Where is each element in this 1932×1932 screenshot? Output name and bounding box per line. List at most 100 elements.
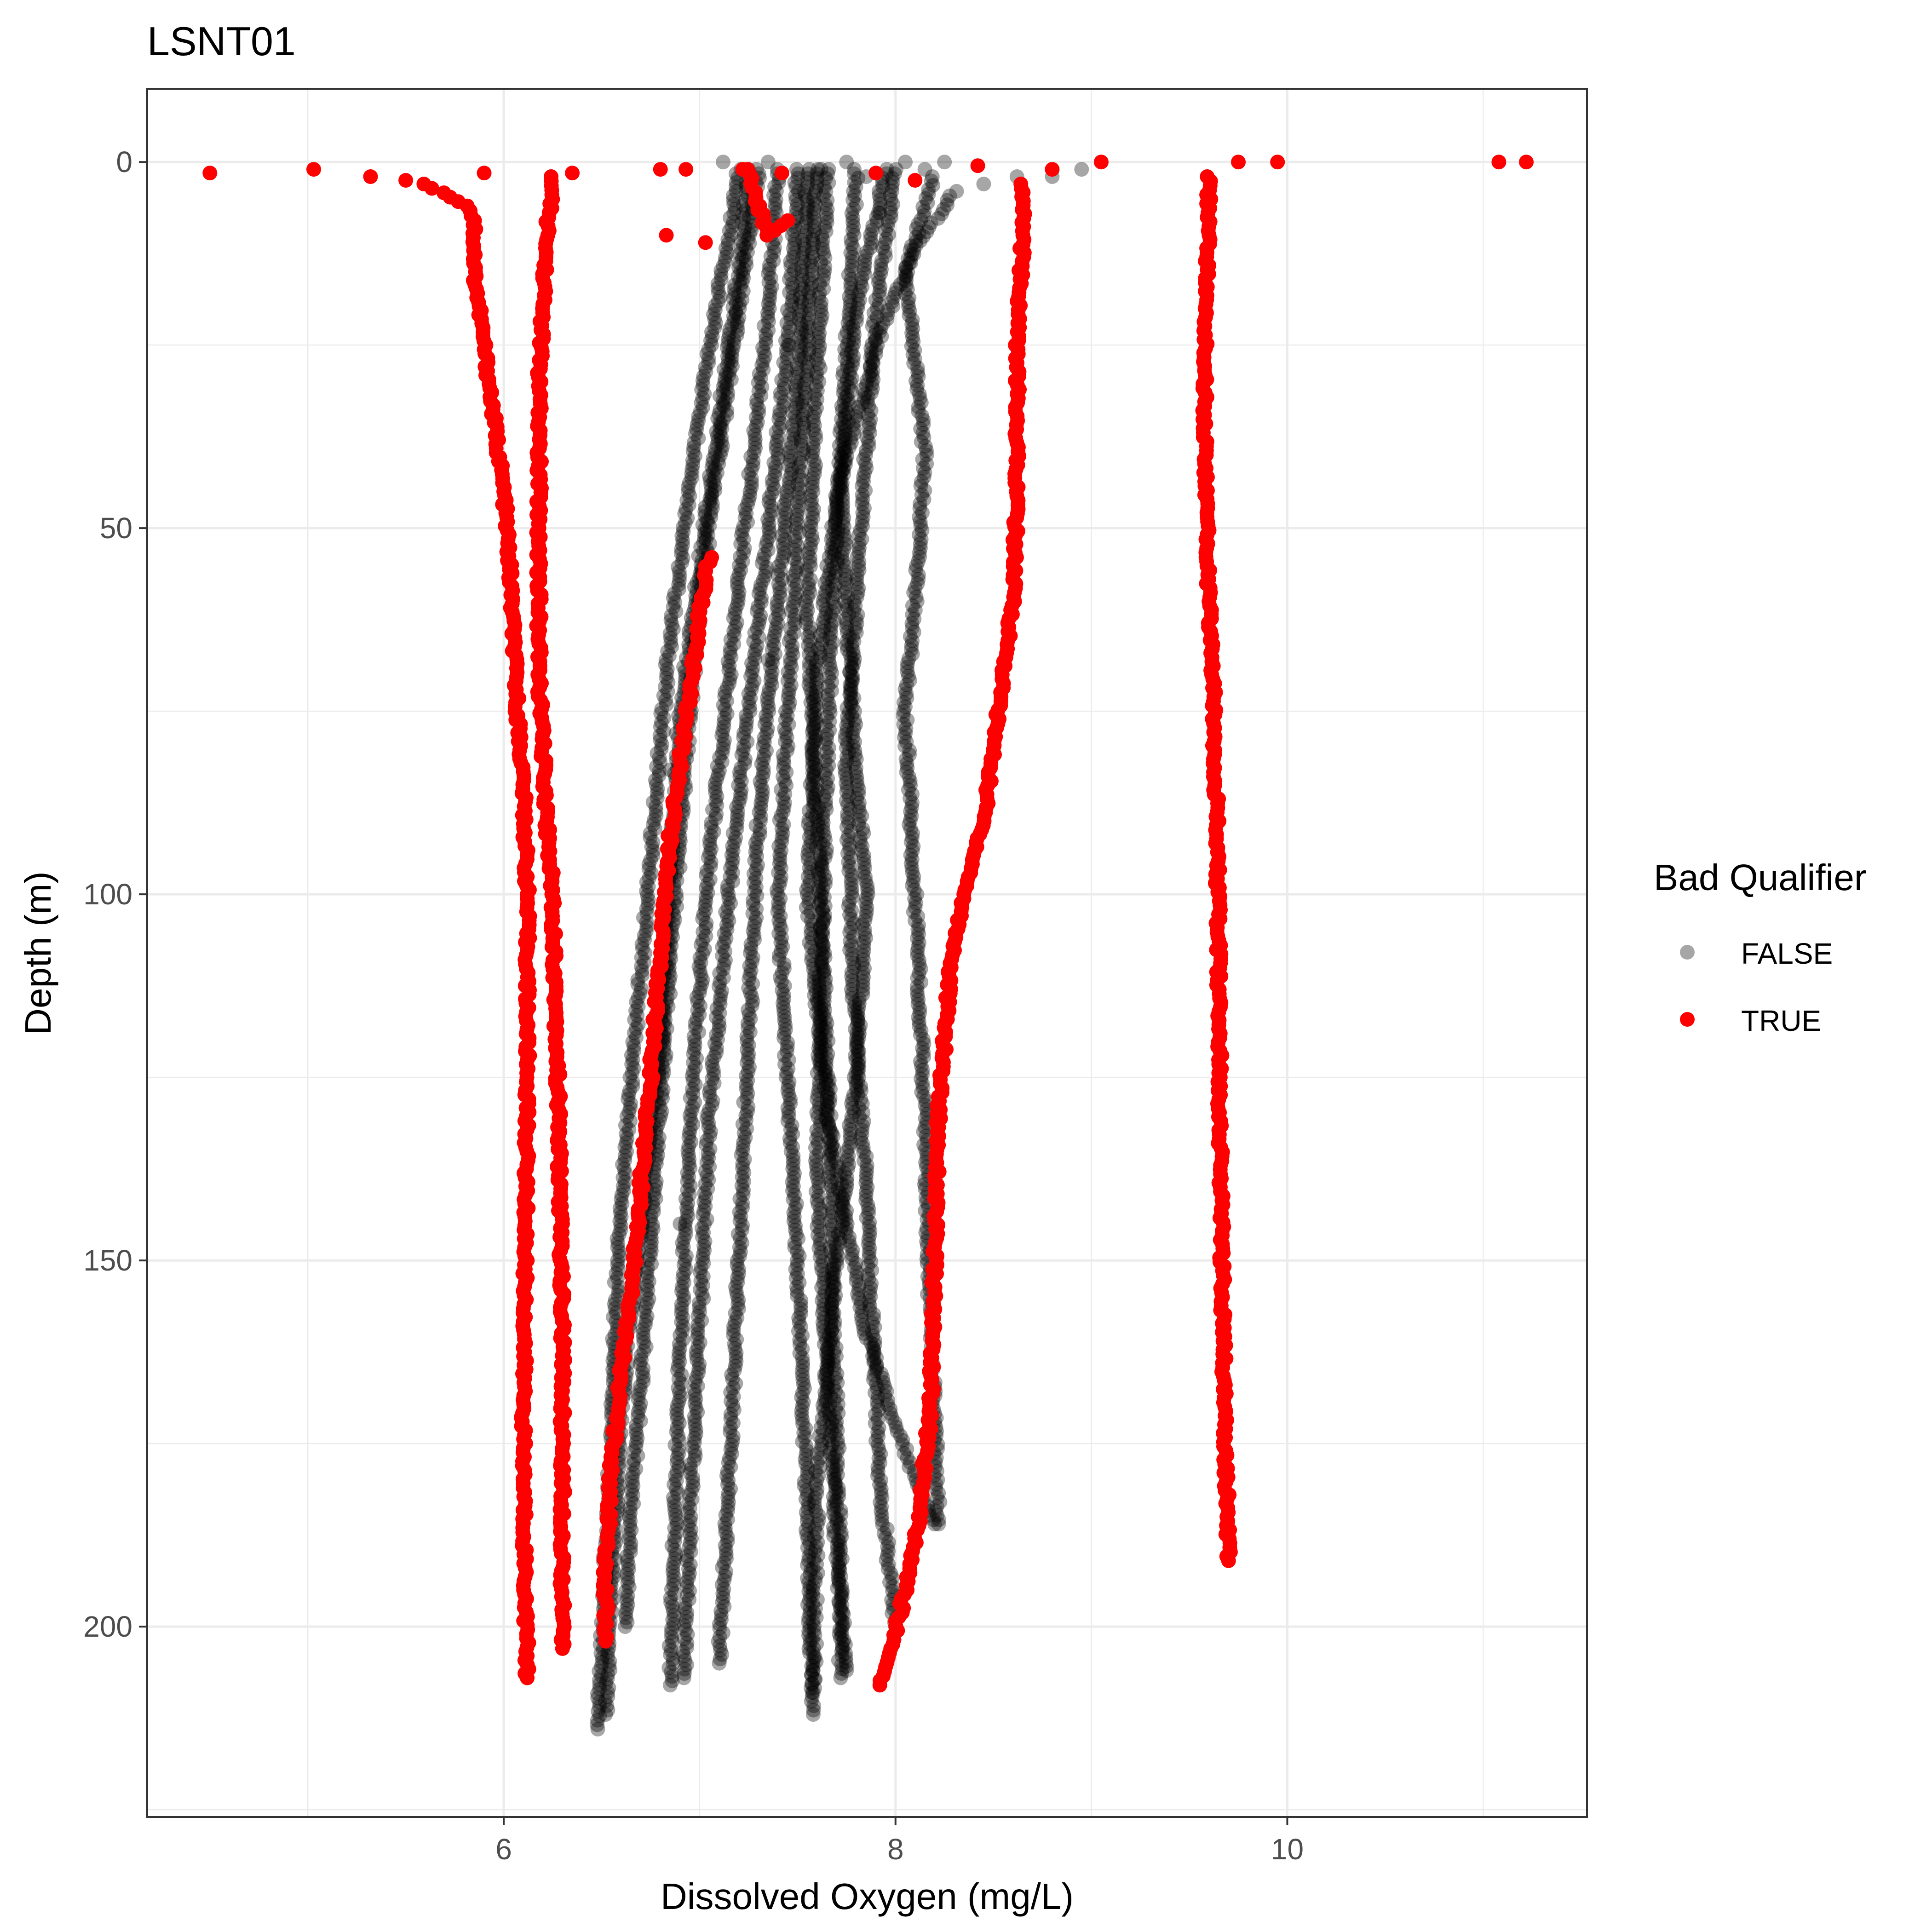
data-point — [777, 1009, 792, 1024]
data-point — [695, 933, 710, 948]
data-point — [686, 1055, 701, 1070]
data-point — [715, 746, 730, 761]
data-point — [722, 1450, 737, 1466]
data-point — [702, 495, 717, 510]
data-point — [788, 414, 804, 429]
data-point — [742, 1024, 758, 1040]
data-point — [778, 1018, 793, 1033]
data-point — [718, 254, 733, 269]
data-point — [736, 270, 751, 286]
data-point — [689, 1352, 704, 1368]
data-point — [727, 282, 742, 297]
data-point — [759, 538, 774, 553]
data-point — [675, 1332, 690, 1347]
data-point — [688, 1059, 703, 1075]
data-point — [726, 1328, 741, 1343]
data-point — [717, 957, 732, 972]
data-point — [689, 1426, 704, 1442]
data-point — [801, 311, 816, 326]
data-point — [733, 1231, 748, 1246]
data-point — [649, 804, 664, 819]
data-point — [770, 447, 786, 462]
data-point — [728, 619, 743, 634]
data-point — [660, 661, 675, 677]
data-point — [636, 1374, 651, 1389]
data-point — [730, 1288, 745, 1303]
data-point — [736, 1126, 752, 1141]
data-point — [736, 743, 751, 758]
data-point — [684, 1531, 699, 1546]
data-point — [745, 660, 760, 675]
data-point — [602, 1658, 617, 1673]
data-point — [600, 1671, 615, 1686]
data-point — [713, 1643, 728, 1658]
data-point — [711, 293, 726, 309]
data-point — [668, 1512, 684, 1527]
data-point — [722, 676, 737, 691]
data-point — [762, 288, 777, 303]
data-point — [682, 1156, 696, 1171]
data-point — [790, 171, 805, 186]
data-point — [692, 1300, 707, 1315]
data-point — [738, 721, 753, 736]
data-point — [737, 510, 753, 525]
data-point — [625, 1074, 640, 1089]
data-point — [679, 1579, 695, 1594]
data-point — [647, 1187, 661, 1202]
data-point — [806, 201, 822, 217]
data-point — [714, 1612, 729, 1627]
data-point — [742, 699, 757, 714]
data-point — [623, 1113, 638, 1128]
data-point — [693, 1273, 708, 1288]
data-point — [730, 1297, 746, 1312]
data-point — [718, 1507, 733, 1523]
data-point — [776, 541, 791, 556]
data-point — [756, 362, 771, 377]
data-point — [771, 429, 786, 444]
data-point — [768, 460, 783, 475]
data-point — [750, 414, 765, 429]
data-point — [643, 1213, 658, 1228]
data-point — [736, 545, 751, 560]
data-point — [778, 333, 793, 348]
data-point — [693, 998, 708, 1013]
data-point — [735, 1169, 750, 1184]
data-point — [694, 977, 709, 992]
data-point — [720, 349, 735, 364]
data-point — [799, 210, 815, 225]
data-point — [666, 1490, 681, 1505]
data-point — [735, 1156, 750, 1171]
data-point — [674, 1284, 689, 1299]
data-point — [778, 713, 793, 728]
data-point — [774, 830, 789, 845]
data-point — [685, 1117, 700, 1132]
data-point — [749, 849, 765, 864]
data-point — [627, 1012, 642, 1027]
data-point — [686, 440, 702, 455]
data-point — [799, 368, 814, 383]
data-point — [719, 366, 734, 381]
data-point — [756, 739, 770, 754]
data-point — [766, 244, 782, 259]
data-point — [780, 743, 795, 758]
data-point — [784, 293, 799, 309]
data-point — [590, 1690, 605, 1706]
data-point — [667, 1586, 682, 1601]
data-point — [679, 493, 695, 508]
data-point — [711, 285, 726, 300]
data-point — [679, 1575, 695, 1590]
data-point — [736, 1187, 751, 1202]
data-point — [795, 281, 811, 296]
data-point — [764, 279, 779, 294]
data-point — [696, 1269, 711, 1284]
data-point — [676, 524, 691, 539]
data-point — [671, 1429, 686, 1444]
data-point — [787, 409, 802, 425]
data-point — [623, 1505, 638, 1520]
data-point — [781, 699, 796, 714]
data-point — [636, 1335, 651, 1350]
data-point — [709, 1027, 724, 1042]
data-point — [731, 795, 747, 811]
data-point — [776, 546, 792, 561]
data-point — [787, 236, 802, 252]
